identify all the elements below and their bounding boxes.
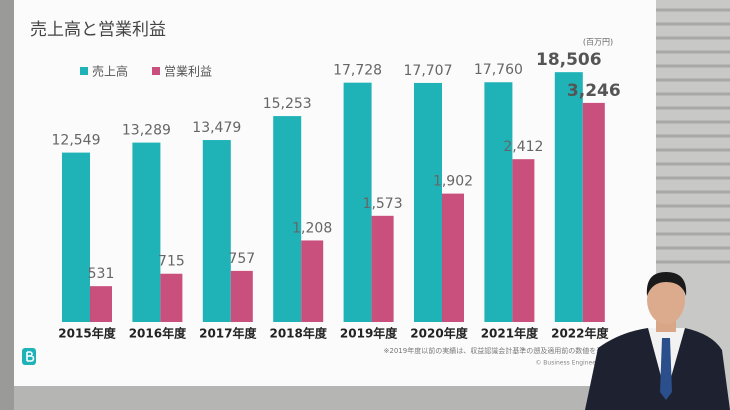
x-tick-label: 2017年度 <box>199 326 257 341</box>
value-label: 17,760 <box>474 62 523 78</box>
legend-swatch <box>152 67 160 75</box>
value-label: 1,208 <box>292 220 332 236</box>
value-label: 2,412 <box>503 139 543 155</box>
value-label: 1,902 <box>433 174 473 190</box>
logo <box>22 348 36 365</box>
value-label: 18,506 <box>536 50 602 70</box>
bar <box>90 286 112 322</box>
x-tick-label: 2022年度 <box>551 326 609 341</box>
value-label: 3,246 <box>567 81 621 101</box>
legend-label: 営業利益 <box>164 65 212 79</box>
value-label: 715 <box>158 254 185 270</box>
floor <box>14 386 656 410</box>
bar <box>512 159 535 322</box>
presenter <box>585 272 730 410</box>
suit <box>585 328 730 410</box>
value-label: 757 <box>228 251 255 267</box>
value-label: 13,289 <box>122 123 171 139</box>
value-label: 531 <box>88 266 115 282</box>
value-label: 12,549 <box>52 133 101 149</box>
x-tick-label: 2018年度 <box>269 326 327 341</box>
hair <box>646 272 687 296</box>
chart: 売上高 営業利益 2015年度 12,549 531 2016年度 13,289 715 201… <box>52 50 621 340</box>
x-tick-label: 2015年度 <box>58 326 116 341</box>
legend-swatch <box>80 67 88 75</box>
copyright: © Business Engineering Corporation <box>535 360 645 367</box>
value-label: 13,479 <box>192 120 241 136</box>
bar <box>132 142 161 322</box>
value-label: 15,253 <box>263 96 312 112</box>
value-label: 1,573 <box>363 196 403 212</box>
tie <box>660 338 672 400</box>
unit-note: (百万円) <box>583 38 613 47</box>
bar <box>582 102 605 323</box>
bar <box>484 82 513 323</box>
footnote: ※2019年度以前の実績は、収益認識会計基準の遡及適用前の数値を表示しています <box>384 346 645 355</box>
blind-slats <box>655 8 730 264</box>
x-tick-label: 2020年度 <box>410 326 468 341</box>
bar <box>273 116 302 322</box>
bar <box>202 140 231 322</box>
bar <box>414 82 442 322</box>
bar <box>230 270 253 322</box>
x-tick-label: 2016年度 <box>129 326 187 341</box>
face <box>647 276 685 324</box>
legend-label: 売上高 <box>92 64 128 79</box>
bar <box>554 72 583 322</box>
value-label: 17,707 <box>404 63 453 79</box>
bar <box>343 82 372 322</box>
x-tick-label: 2021年度 <box>481 326 539 341</box>
bar <box>301 240 324 322</box>
logo-letter <box>26 351 35 362</box>
chart-title: 売上高と営業利益 <box>30 20 166 40</box>
bar <box>62 152 90 322</box>
value-label: 17,728 <box>333 63 382 79</box>
bar <box>442 193 464 322</box>
bar <box>160 273 183 322</box>
bar <box>371 215 394 322</box>
slide <box>14 0 656 386</box>
x-tick-label: 2019年度 <box>340 326 398 341</box>
